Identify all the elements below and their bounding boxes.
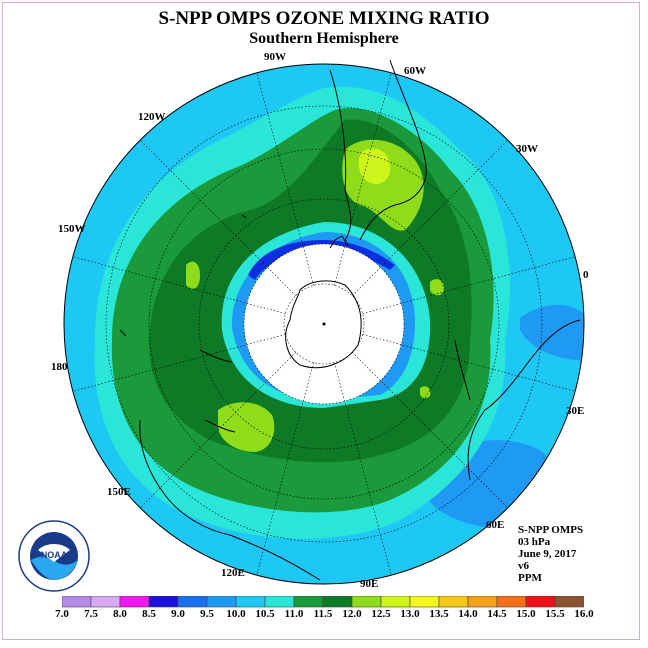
colorbar-tick-label: 9.0 (171, 608, 185, 620)
lon-label-60w: 60W (404, 65, 426, 77)
colorbar-tick-label: 8.5 (142, 608, 156, 620)
meridian-line (72, 256, 286, 314)
colorbar-swatch (264, 596, 295, 608)
island-a (119, 329, 127, 337)
lon-label-180: 180 (51, 361, 68, 373)
info-version: v6 (518, 560, 529, 572)
lon-label-60e: 60E (486, 519, 504, 531)
patch-12-5 (358, 148, 391, 185)
colorbar-tick-label: 12.0 (342, 608, 362, 620)
lon-label-90w: 90W (264, 51, 286, 63)
colorbar-tick-label: 14.5 (487, 608, 507, 620)
colorbar-swatch (90, 596, 121, 608)
ozone-field (64, 64, 584, 584)
page-subtitle: Southern Hemisphere (249, 30, 399, 47)
colorbar-tick-label: 12.5 (371, 608, 391, 620)
lon-label-150w: 150W (58, 223, 86, 235)
patch-12-0-b (218, 402, 275, 452)
antarctica-coast (285, 280, 362, 369)
colorbar-tick-label: 13.5 (429, 608, 449, 620)
colorbar-swatch (351, 596, 382, 608)
colorbar-swatch (525, 596, 556, 608)
africa-coast (467, 319, 581, 481)
lon-label-120w: 120W (138, 111, 166, 123)
colorbar (62, 596, 584, 608)
meridian-line (139, 352, 296, 509)
colorbar-swatch (467, 596, 498, 608)
meridian-line (139, 139, 296, 296)
africa-interior-coast (454, 339, 471, 401)
australia-nz-coast (139, 419, 321, 581)
meridian-line (256, 362, 314, 576)
colorbar-tick-label: 11.0 (284, 608, 304, 620)
south-america-east (359, 59, 427, 241)
lon-label-120e: 120E (221, 567, 245, 579)
colorbar-tick-label: 11.5 (313, 608, 333, 620)
south-america-west (329, 69, 352, 241)
coastlines (119, 59, 581, 581)
colorbar-tick-label: 9.5 (200, 608, 214, 620)
noaa-logo-text: NOAA (41, 550, 68, 560)
colorbar-tick-label: 7.5 (84, 608, 98, 620)
meridian-line (72, 334, 286, 392)
lon-label-30w: 30W (516, 143, 538, 155)
page-title: S-NPP OMPS OZONE MIXING RATIO (158, 8, 490, 29)
meridians (72, 72, 576, 576)
lon-label-30e: 30E (566, 405, 584, 417)
globe-outline (63, 63, 585, 585)
meridian-line (362, 334, 576, 392)
meridian-line (256, 72, 314, 286)
colorbar-swatch (438, 596, 469, 608)
info-block: S-NPP OMPS 03 hPa June 9, 2017 v6 PPM (518, 524, 583, 584)
south-pole-marker (322, 322, 326, 326)
info-date: June 9, 2017 (518, 548, 577, 560)
colorbar-tick-label: 15.5 (545, 608, 565, 620)
island-b (241, 214, 247, 219)
antarctic-peninsula (329, 235, 349, 249)
ross-coast (199, 349, 233, 363)
inner-band-9-0 (248, 240, 395, 280)
colorbar-tick-label: 7.0 (55, 608, 69, 620)
patch-12-0-e (420, 386, 431, 399)
colorbar-tick-label: 15.0 (516, 608, 536, 620)
noaa-logo: NOAA (18, 520, 90, 592)
graticule (105, 105, 543, 543)
colorbar-tick-label: 8.0 (113, 608, 127, 620)
colorbar-swatch (554, 596, 584, 608)
patch-12-0-c (186, 261, 200, 289)
colorbar-tick-label: 10.0 (226, 608, 246, 620)
colorbar-swatch (235, 596, 266, 608)
lon-label-90e: 90E (360, 578, 378, 590)
colorbar-tick-label: 16.0 (574, 608, 594, 620)
lon-label-0: 0 (583, 269, 589, 281)
colorbar-tick-label: 14.0 (458, 608, 478, 620)
meridian-line (352, 139, 509, 296)
meridian-line (334, 362, 392, 576)
meridian-line (362, 256, 576, 314)
patch-12-0-d (430, 279, 445, 296)
colorbar-tick-label: 10.5 (255, 608, 275, 620)
tasmania-coast (204, 419, 236, 433)
colorbar-tick-label: 13.0 (400, 608, 420, 620)
colorbar-swatch (380, 596, 411, 608)
colorbar-swatch (148, 596, 179, 608)
info-instrument: S-NPP OMPS (518, 524, 584, 536)
colorbar-swatch (119, 596, 150, 608)
colorbar-swatch (409, 596, 440, 608)
colorbar-swatch (496, 596, 527, 608)
colorbar-swatch (62, 596, 92, 608)
colorbar-swatch (293, 596, 324, 608)
figure-frame (2, 2, 640, 640)
colorbar-swatch (206, 596, 237, 608)
colorbar-swatch (322, 596, 353, 608)
info-units: PPM (518, 572, 542, 584)
meridian-line (334, 72, 392, 286)
info-level: 03 hPa (518, 536, 551, 548)
colorbar-swatch (177, 596, 208, 608)
lon-label-150e: 150E (107, 486, 131, 498)
meridian-line (352, 352, 509, 509)
